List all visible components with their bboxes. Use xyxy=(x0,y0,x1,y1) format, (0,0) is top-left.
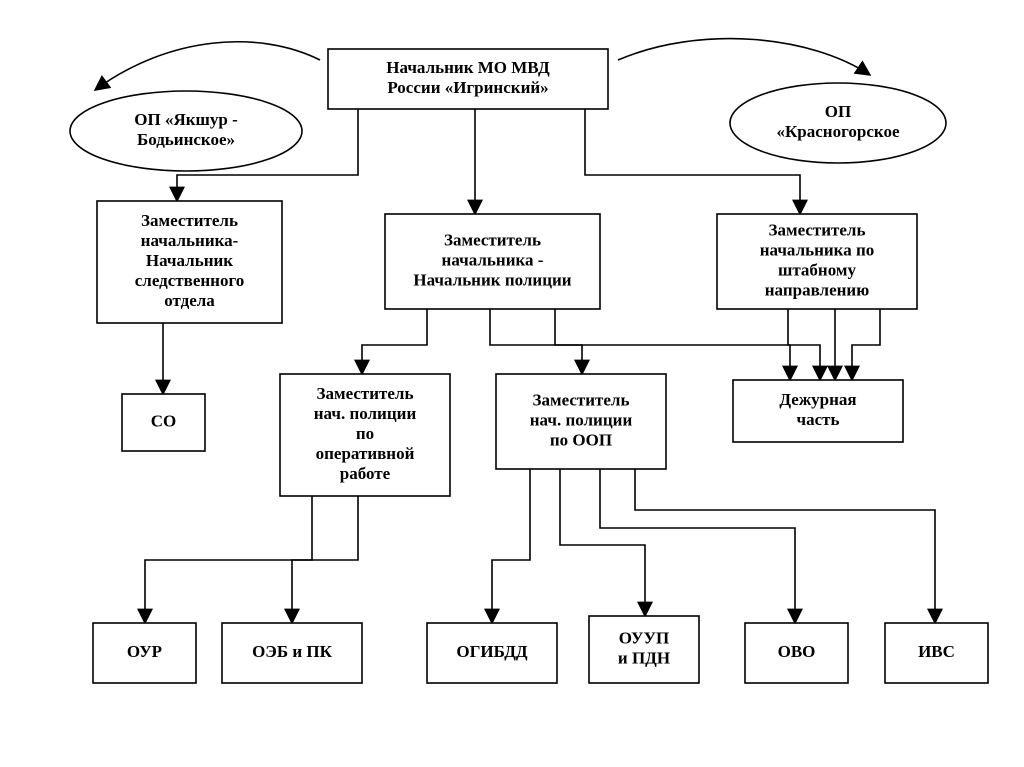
svg-text:ОВО: ОВО xyxy=(778,642,816,661)
svg-text:СО: СО xyxy=(151,411,177,430)
rect-node-dep-invest: Заместительначальника-Начальникследствен… xyxy=(97,201,282,323)
rect-node-dep-police-oper: Заместительнач. полициипооперативнойрабо… xyxy=(280,374,450,496)
connector xyxy=(555,309,790,380)
rect-node-ouup: ОУУПи ПДН xyxy=(589,616,699,683)
svg-text:ОГИБДД: ОГИБДД xyxy=(456,642,528,661)
curved-arrow xyxy=(618,39,870,75)
org-chart: ОП «Якшур -Бодьинское» ОП«Красногорское На… xyxy=(0,0,1024,767)
connector xyxy=(362,309,427,374)
rect-node-chief: Начальник МО МВДРоссии «Игринский» xyxy=(328,49,608,109)
connector xyxy=(635,469,935,623)
svg-text:ОУУПи ПДН: ОУУПи ПДН xyxy=(618,628,670,667)
rect-node-oeb: ОЭБ и ПК xyxy=(222,623,362,683)
ellipse-node-op-yakshur: ОП «Якшур -Бодьинское» xyxy=(70,91,302,171)
connector xyxy=(492,469,530,623)
rect-node-dep-staff: Заместительначальника поштабномунаправле… xyxy=(717,214,917,309)
connector xyxy=(490,309,582,374)
rect-node-ogibdd: ОГИБДД xyxy=(427,623,557,683)
connector xyxy=(852,309,880,380)
connector xyxy=(560,469,645,616)
svg-text:ОП «Якшур -Бодьинское»: ОП «Якшур -Бодьинское» xyxy=(134,110,238,149)
rect-node-co: СО xyxy=(122,394,205,451)
connector xyxy=(145,496,312,623)
rect-node-ivs: ИВС xyxy=(885,623,988,683)
rect-node-ovo: ОВО xyxy=(745,623,848,683)
rect-node-our: ОУР xyxy=(93,623,196,683)
connector xyxy=(600,469,795,623)
svg-text:ОУР: ОУР xyxy=(127,642,162,661)
svg-text:ОЭБ и ПК: ОЭБ и ПК xyxy=(252,642,333,661)
svg-text:ИВС: ИВС xyxy=(918,642,955,661)
svg-text:Начальник МО МВДРоссии «Игринс: Начальник МО МВДРоссии «Игринский» xyxy=(386,58,550,97)
connector xyxy=(788,309,820,380)
connector xyxy=(292,496,358,623)
ellipse-node-op-krasnogorsk: ОП«Красногорское xyxy=(730,83,946,163)
rect-node-duty: Дежурнаячасть xyxy=(733,380,903,442)
rect-node-dep-police-oop: Заместительнач. полициипо ООП xyxy=(496,374,666,469)
rect-node-dep-police: Заместительначальника -Начальник полиции xyxy=(385,214,600,309)
curved-arrow xyxy=(95,42,320,90)
